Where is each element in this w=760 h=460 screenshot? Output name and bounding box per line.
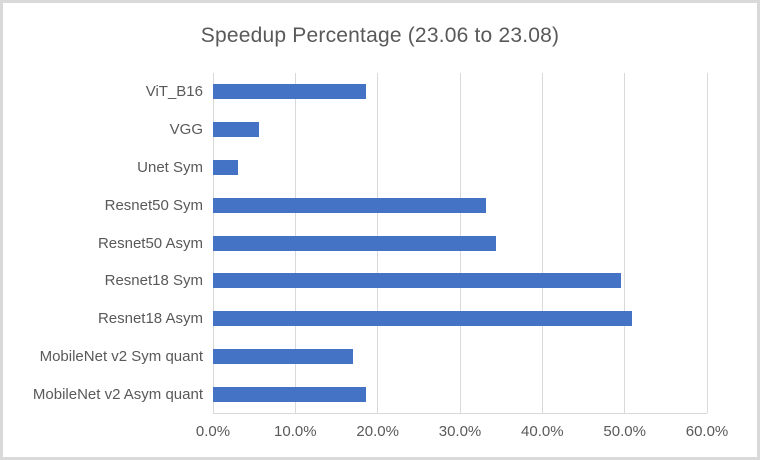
bar-row: [213, 375, 707, 413]
x-tick-label: 10.0%: [274, 423, 317, 440]
value-axis: 0.0% 10.0% 20.0% 30.0% 40.0% 50.0% 60.0%: [196, 414, 728, 446]
category-label: Resnet50 Sym: [104, 196, 203, 214]
bar-vit-b16: [213, 84, 367, 100]
category-axis: ViT_B16 VGG Unet Sym Resnet50 Sym Resnet50 A…: [3, 73, 213, 413]
bar-vgg: [213, 122, 260, 138]
bar-row: [213, 224, 707, 262]
category-label: Resnet18 Asym: [97, 310, 203, 328]
bar-row: [213, 73, 707, 111]
category-label: MobileNet v2 Sym quant: [39, 347, 203, 365]
x-tick-label: 30.0%: [438, 423, 482, 440]
gridline: [541, 73, 543, 413]
x-tick-label: 0.0%: [195, 423, 231, 440]
bar-resnet18-sym: [213, 273, 622, 289]
gridline: [706, 73, 708, 413]
x-tick-label: 20.0%: [356, 423, 399, 440]
bar-resnet50-sym: [213, 197, 487, 213]
bar-unet-sym: [213, 159, 238, 175]
bar-row: [213, 111, 707, 149]
x-tick-label: 60.0%: [685, 423, 729, 440]
x-tick-label: 40.0%: [521, 423, 564, 440]
category-label: Resnet50 Asym: [97, 234, 203, 252]
gridline: [624, 73, 626, 413]
bar-row: [213, 300, 707, 338]
chart-title: Speedup Percentage (23.06 to 23.08): [200, 24, 560, 47]
category-label: Unet Sym: [137, 158, 203, 176]
bar-mobilenet-v2-asym-quant: [213, 386, 367, 402]
bar-row: [213, 337, 707, 375]
category-label: ViT_B16: [145, 83, 203, 101]
bar-resnet50-asym: [213, 235, 497, 251]
bar-row: [213, 262, 707, 300]
bar-row: [213, 186, 707, 224]
bar-row: [213, 149, 707, 187]
plot-region: ViT_B16 VGG Unet Sym Resnet50 Sym Resnet50 A…: [3, 73, 757, 414]
category-label: Resnet18 Sym: [104, 272, 203, 290]
bar-resnet18-asym: [213, 311, 633, 327]
x-tick-label: 50.0%: [603, 423, 646, 440]
bar-series: [213, 73, 707, 413]
bar-mobilenet-v2-sym-quant: [213, 348, 353, 364]
category-label: VGG: [169, 121, 203, 139]
category-label: MobileNet v2 Asym quant: [32, 385, 203, 403]
plot-area: [212, 73, 708, 414]
